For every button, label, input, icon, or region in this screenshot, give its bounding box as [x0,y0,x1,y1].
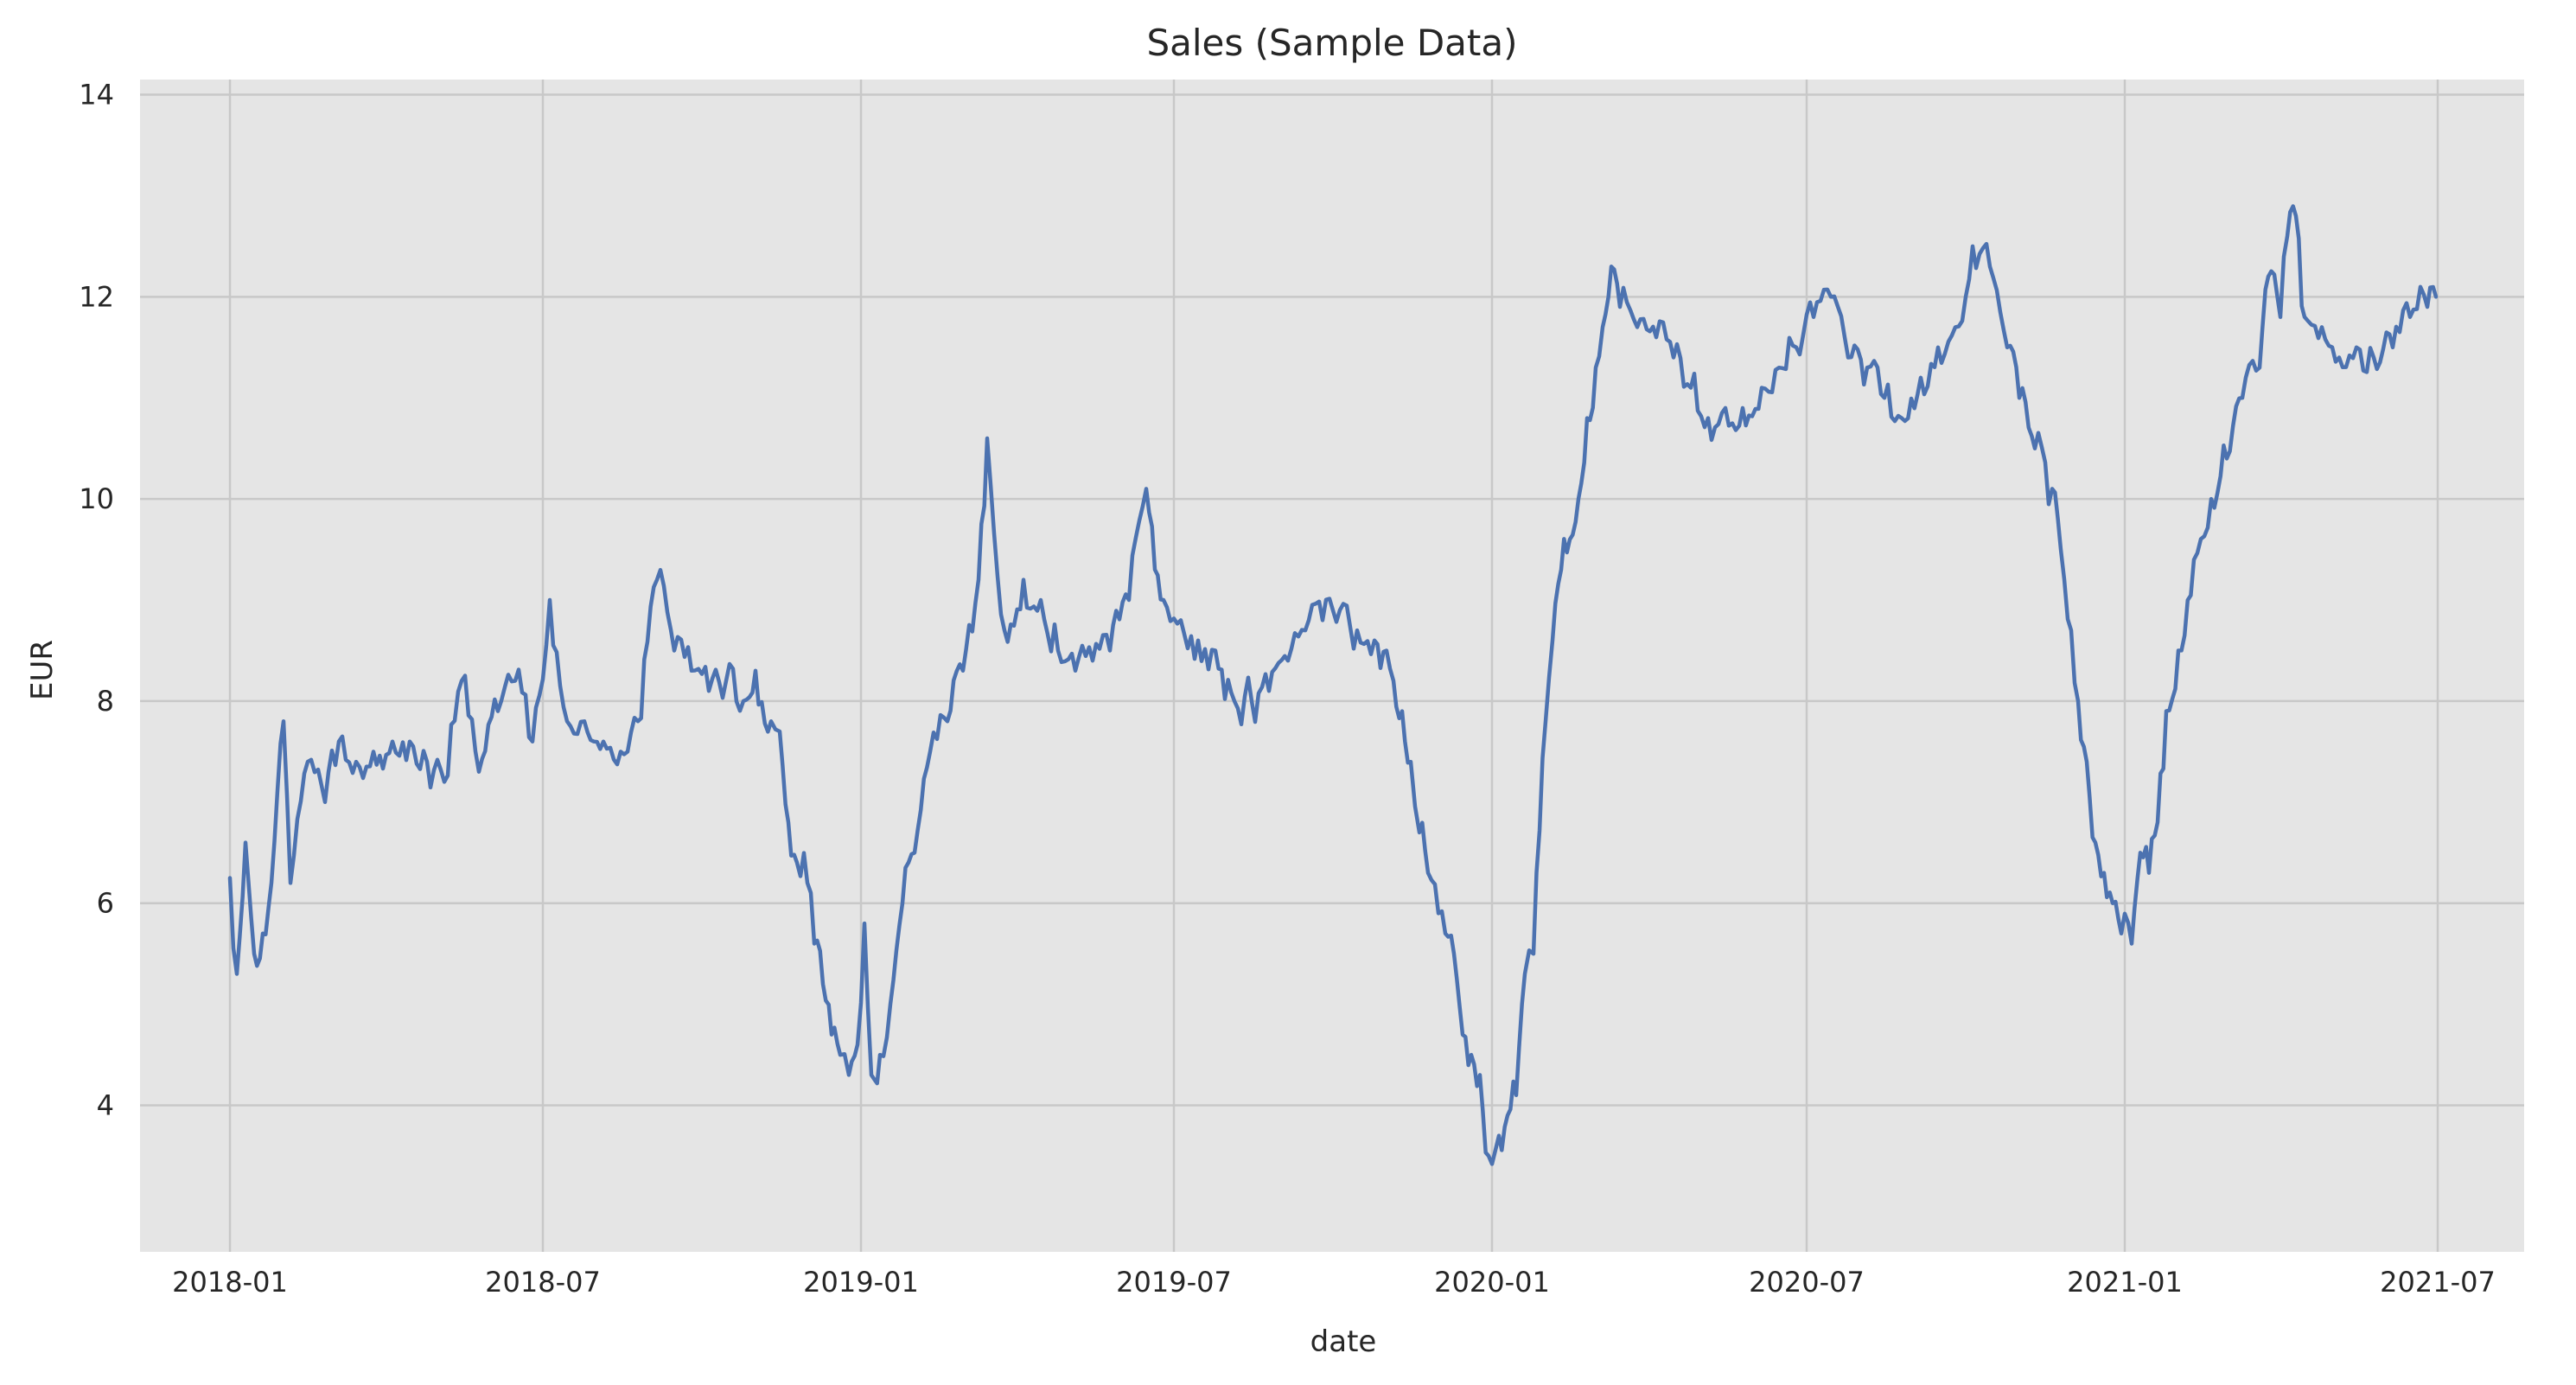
x-gridlines [228,80,2439,1252]
x-tick-label: 2021-07 [2380,1266,2496,1299]
x-tick-label: 2018-07 [485,1266,601,1299]
series-layer [227,204,2439,1166]
y-tick-label: 14 [79,79,114,112]
y-axis-label: EUR [25,640,60,700]
y-tick-label: 8 [97,685,114,718]
y-tick-label: 4 [97,1089,114,1122]
x-tick-label: 2020-07 [1749,1266,1865,1299]
y-tick-label: 12 [79,280,114,313]
y-tick-label: 10 [79,482,114,515]
sales-line [227,204,2439,1166]
plot-area [140,80,2524,1252]
x-axis-label: date [1310,1324,1377,1359]
x-tick-label: 2021-01 [2067,1266,2183,1299]
y-tick-label: 6 [97,887,114,920]
y-tick-labels: 4 6 8 10 12 14 [79,79,114,1122]
x-tick-labels: 2018-01 2018-07 2019-01 2019-07 2020-01 2020-… [172,1266,2496,1299]
chart-title: Sales (Sample Data) [1146,22,1517,64]
x-tick-label: 2018-01 [172,1266,288,1299]
x-tick-label: 2020-01 [1434,1266,1550,1299]
x-tick-label: 2019-01 [803,1266,919,1299]
x-tick-label: 2019-07 [1116,1266,1232,1299]
